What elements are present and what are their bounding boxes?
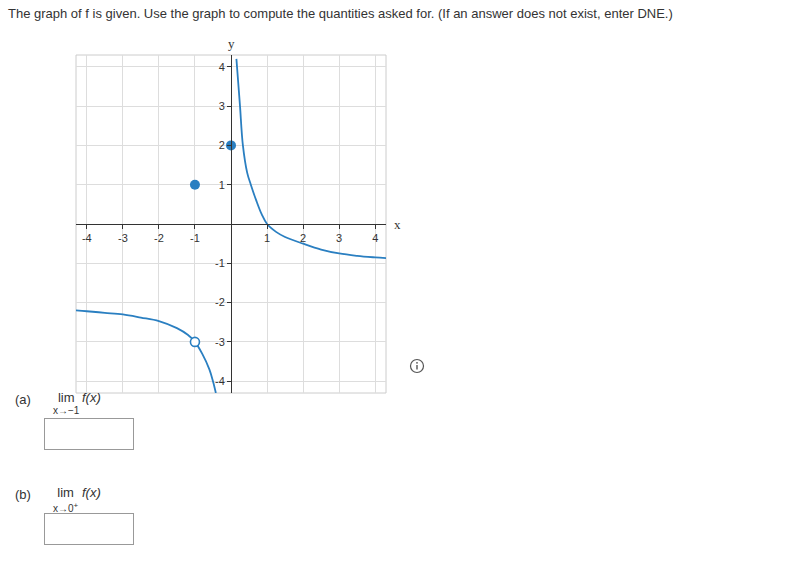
html-text:(a): (a) — [15, 392, 31, 407]
svg-text:-4: -4 — [82, 232, 92, 244]
svg-text:2: 2 — [219, 139, 225, 151]
html-text:lim: lim — [57, 390, 75, 405]
svg-text:1: 1 — [264, 232, 270, 244]
svg-text:4: 4 — [219, 61, 225, 73]
svg-text:3: 3 — [336, 232, 342, 244]
svg-text:-4: -4 — [215, 375, 225, 387]
svg-text:-1: -1 — [190, 232, 200, 244]
html-text:(b): (b) — [15, 487, 31, 502]
html-text:lim: lim — [57, 485, 74, 500]
svg-text:2: 2 — [300, 232, 306, 244]
svg-text:-2: -2 — [215, 296, 225, 308]
html-text:f(x): f(x) — [82, 485, 101, 500]
html-text:The graph of f is given. Use t: The graph of f is given. Use the graph t… — [8, 6, 673, 21]
svg-text:y: y — [228, 36, 235, 51]
svg-text:1: 1 — [219, 179, 225, 191]
svg-text:-3: -3 — [118, 232, 128, 244]
svg-text:-2: -2 — [154, 232, 164, 244]
html-text:f(x): f(x) — [82, 390, 101, 405]
html-text:x→0+: x→0+ — [53, 501, 79, 515]
svg-text:-1: -1 — [215, 257, 225, 269]
html-text:x→−1: x→−1 — [53, 405, 80, 416]
svg-text:x: x — [394, 217, 401, 232]
svg-text:3: 3 — [219, 100, 225, 112]
svg-text:-3: -3 — [215, 336, 225, 348]
svg-text:4: 4 — [372, 232, 378, 244]
